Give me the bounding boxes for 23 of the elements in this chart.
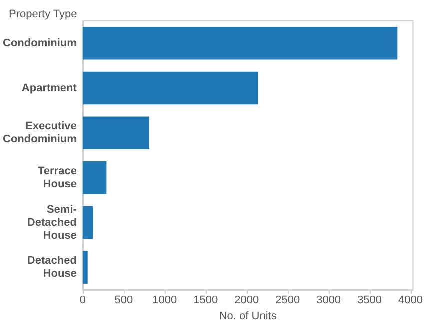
x-tick-label: 4000: [398, 294, 424, 306]
bar: [82, 206, 94, 240]
bar: [82, 72, 258, 105]
y-tick-label: Apartment: [22, 82, 78, 94]
y-tick-label: Semi- Detached House: [27, 204, 78, 242]
x-tick-label: 500: [114, 294, 134, 306]
x-tick-label: 1500: [194, 294, 218, 306]
y-tick-label: Detached House: [27, 255, 77, 280]
x-tick-label: 1000: [152, 294, 178, 306]
x-tick-label: 0: [80, 294, 86, 306]
x-axis-title: No. of Units: [219, 310, 278, 322]
y-tick-label: Terrace House: [38, 165, 77, 190]
y-tick-label: Condominium: [2, 37, 78, 50]
bar: [82, 27, 398, 60]
y-tick-label: Executive Condominium: [2, 120, 78, 146]
bar: [82, 251, 88, 284]
bar: [82, 162, 107, 194]
bar: [82, 116, 150, 150]
x-tick-label: 2000: [234, 294, 260, 306]
x-tick-label: 2500: [276, 294, 300, 306]
x-tick-label: 3500: [358, 294, 382, 306]
y-axis-title: Property Type: [9, 8, 78, 20]
x-tick-label: 3000: [316, 294, 342, 306]
